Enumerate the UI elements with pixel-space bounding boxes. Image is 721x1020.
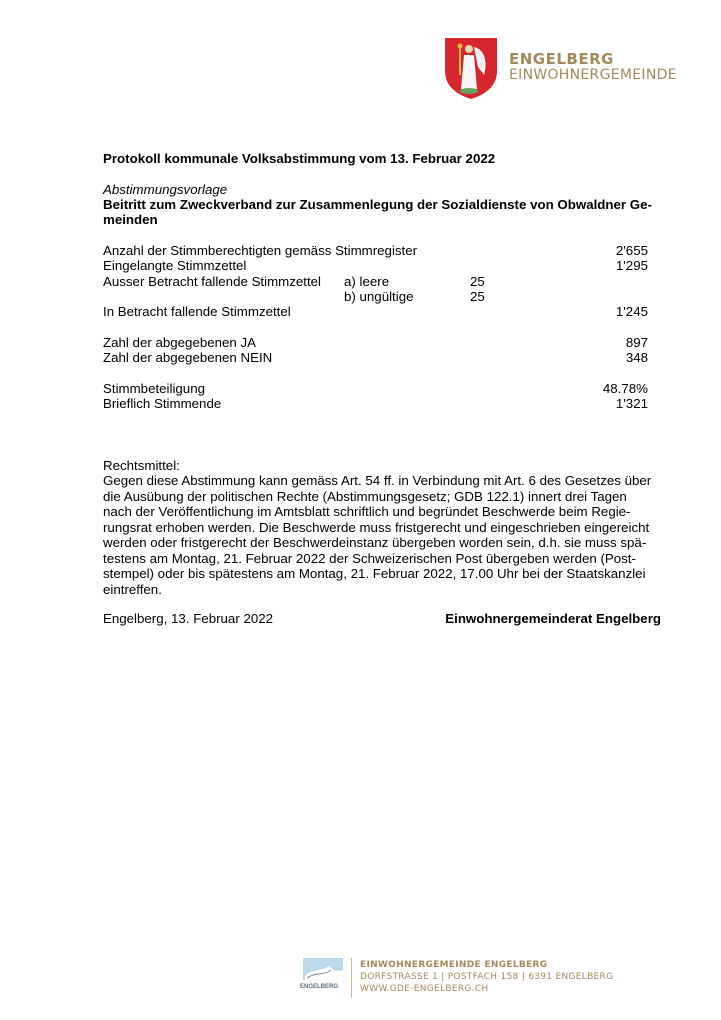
stimmberechtigte-value: 2'655 (615, 243, 648, 258)
footer-website: WWW.GDE-ENGELBERG.CH (360, 984, 489, 994)
rechtsmittel-line: nach der Veröffentlichung im Amtsblatt s… (103, 504, 631, 519)
eingelangt-label: Eingelangte Stimmzettel (103, 258, 247, 273)
rechtsmittel-line: stempel) oder bis spätestens am Montag, … (103, 566, 646, 581)
vorlage-label: Abstimmungsvorlage (103, 182, 228, 197)
engelberg-footer-logo (303, 958, 343, 980)
leere-label: a) leere (344, 274, 390, 289)
vorlage-title-line: meinden (103, 212, 158, 227)
rechtsmittel-line: testens am Montag, 21. Februar 2022 der … (103, 550, 636, 566)
nein-value: 348 (625, 350, 648, 365)
rechtsmittel-label: Rechtsmittel: (103, 458, 180, 473)
in-betracht-label: In Betracht fallende Stimmzettel (103, 304, 291, 319)
footer-logo-text: ENGELBERG (300, 984, 339, 990)
ungueltige-value: 25 (470, 289, 485, 304)
rechtsmittel-line: werden oder fristgerecht der Beschwerdei… (103, 535, 647, 550)
rechtsmittel-line: eintreffen. (103, 581, 162, 597)
ausser-label: Ausser Betracht fallende Stimmzettel (103, 274, 322, 289)
logo-title: ENGELBERG (509, 50, 614, 68)
footer-address: DORFSTRASSE 1 | POSTFACH 158 | 6391 ENGE… (360, 972, 614, 982)
ungueltige-label: b) ungültige (344, 289, 414, 304)
stimmberechtigte-label: Anzahl der Stimmberechtigten gemäss Stim… (103, 243, 418, 258)
footer-org-name: EINWOHNERGEMEINDE ENGELBERG (360, 960, 548, 970)
signature: Einwohnergemeinderat Engelberg (445, 611, 661, 626)
nein-label: Zahl der abgegebenen NEIN (103, 350, 273, 365)
brieflich-label: Brieflich Stimmende (103, 396, 222, 411)
footer-divider (351, 958, 352, 998)
beteiligung-value: 48.78% (602, 381, 648, 396)
rechtsmittel-line: die Ausübung der politischen Rechte (Abs… (103, 488, 627, 504)
rechtsmittel-line: rungsrat erhoben werden. Die Beschwerde … (103, 519, 650, 535)
ja-value: 897 (625, 335, 648, 350)
ja-label: Zahl der abgegebenen JA (103, 335, 257, 350)
document-title: Protokoll kommunale Volksabstimmung vom … (103, 151, 496, 166)
place-date: Engelberg, 13. Februar 2022 (103, 611, 274, 626)
in-betracht-value: 1'245 (615, 304, 648, 319)
brieflich-value: 1'321 (615, 396, 648, 411)
beteiligung-label: Stimmbeteiligung (103, 381, 205, 396)
rechtsmittel-line: Gegen diese Abstimmung kann gemäss Art. … (103, 473, 652, 488)
eingelangt-value: 1'295 (615, 258, 648, 273)
logo-subtitle: EINWOHNERGEMEINDE (509, 67, 677, 83)
engelberg-coat-of-arms-logo (445, 38, 497, 99)
vorlage-title-line: Beitritt zum Zweckverband zur Zusammenle… (103, 197, 652, 212)
leere-value: 25 (470, 274, 485, 289)
